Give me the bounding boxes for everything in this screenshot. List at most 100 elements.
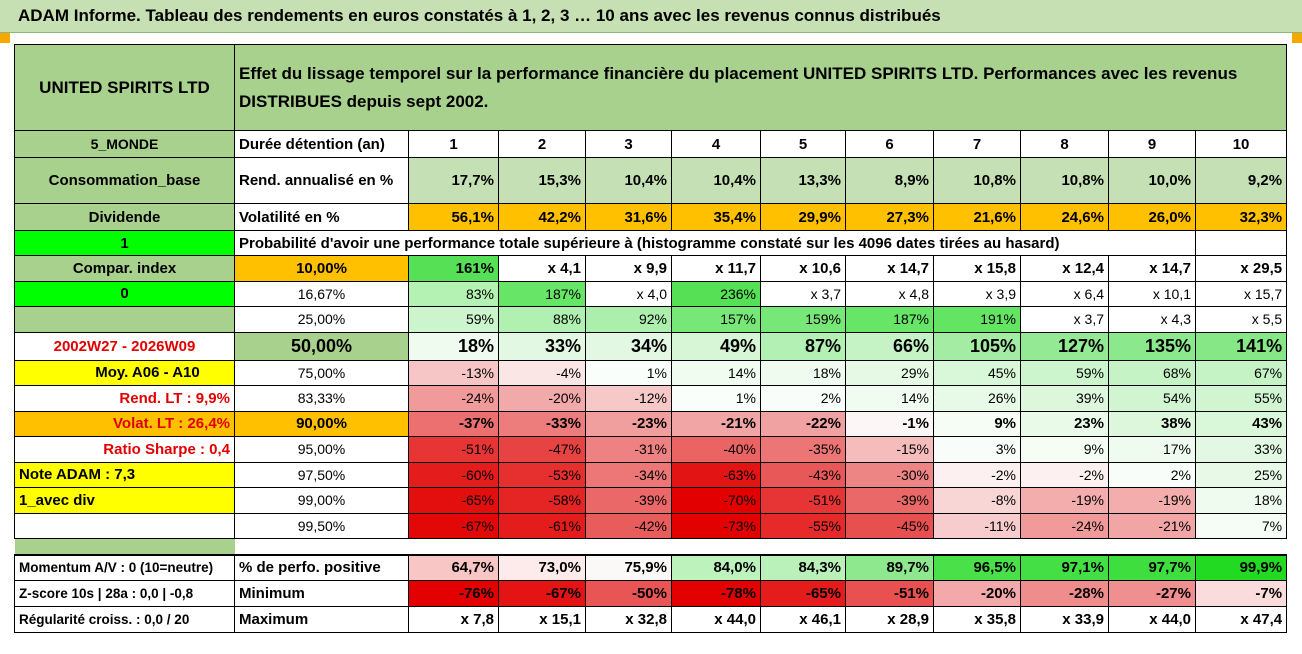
probability-cell-1-10: x 29,5	[1194, 255, 1288, 282]
volatility-6: 27,3%	[845, 203, 934, 231]
probability-cell-4-4: 49%	[671, 331, 761, 361]
probability-cell-10-4: -70%	[671, 487, 761, 514]
positive-perf-2: 73,0%	[498, 553, 586, 581]
positive-perf-4: 84,0%	[671, 553, 761, 581]
duration-9: 9	[1108, 130, 1196, 158]
probability-cell-11-6: -45%	[845, 512, 934, 539]
corner-marker-left	[0, 33, 10, 43]
probability-cell-10-1: -65%	[408, 487, 499, 514]
probability-cell-10-10: 18%	[1194, 487, 1288, 514]
probability-cell-3-1: 59%	[408, 306, 499, 333]
probability-cell-8-3: -31%	[585, 436, 672, 463]
probability-cell-6-9: 54%	[1108, 385, 1196, 412]
probability-cell-8-7: 3%	[933, 436, 1021, 463]
threshold-10: 99,00%	[234, 487, 409, 514]
probability-cell-11-8: -24%	[1020, 512, 1109, 539]
probability-cell-4-1: 18%	[408, 331, 499, 361]
threshold-8: 95,00%	[234, 436, 409, 463]
probability-cell-7-4: -21%	[671, 410, 761, 437]
annual-return-label: Rend. annualisé en %	[234, 157, 409, 204]
probability-row-6: Rend. LT : 9,9% 83,33% -24% -20% -12% 1% 2% 14%…	[14, 385, 1288, 412]
bottom-row-2: Z-score 10s | 28a : 0,0 | -0,8 Minimum -76…	[14, 580, 1288, 607]
positive-perf-3: 75,9%	[585, 553, 672, 581]
threshold-1: 10,00%	[234, 255, 409, 282]
volatility-4: 35,4%	[671, 203, 761, 231]
probability-cell-3-10: x 5,5	[1194, 306, 1288, 333]
spacer-fill	[234, 538, 1287, 555]
probability-row-5: Moy. A06 - A10 75,00% -13% -4% 1% 14% 18% 29% 45…	[14, 359, 1288, 386]
maximum-9: x 44,0	[1108, 606, 1196, 633]
probability-cell-3-9: x 4,3	[1108, 306, 1196, 333]
probability-row-11: 99,50% -67% -61% -42% -73% -55% -45% -11% -24% -2…	[14, 512, 1288, 539]
volatility-9: 26,0%	[1108, 203, 1196, 231]
corner-marker-right	[1292, 33, 1302, 43]
threshold-3: 25,00%	[234, 306, 409, 333]
volatility-2: 42,2%	[498, 203, 586, 231]
probability-cell-5-10: 67%	[1194, 359, 1288, 386]
probability-cell-1-5: x 10,6	[760, 255, 846, 282]
maximum-10: x 47,4	[1194, 606, 1288, 633]
probability-cell-7-7: 9%	[933, 410, 1021, 437]
description-line-2: DISTRIBUES depuis sept 2002.	[239, 91, 489, 111]
compar-index-label: Compar. index	[14, 255, 235, 282]
duration-10: 10	[1194, 130, 1288, 158]
maximum-4: x 44,0	[671, 606, 761, 633]
probability-cell-8-8: 9%	[1020, 436, 1109, 463]
annual-return-9: 10,0%	[1108, 157, 1196, 204]
duration-row: 5_MONDE Durée détention (an) 1 2 3 4 5 6 7 8 9 10	[14, 130, 1288, 158]
volatility-3: 31,6%	[585, 203, 672, 231]
duration-3: 3	[585, 130, 672, 158]
probability-row-9: Note ADAM : 7,3 97,50% -60% -53% -34% -63% -43…	[14, 461, 1288, 488]
positive-perf-1: 64,7%	[408, 553, 499, 581]
positive-perf-5: 84,3%	[760, 553, 846, 581]
probability-cell-3-7: 191%	[933, 306, 1021, 333]
header-row: UNITED SPIRITS LTD Effet du lissage temp…	[14, 44, 1288, 131]
threshold-7: 90,00%	[234, 410, 409, 437]
moy-label: Moy. A06 - A10	[14, 359, 235, 386]
probability-cell-4-9: 135%	[1108, 331, 1196, 361]
probability-row-7: Volat. LT : 26,4% 90,00% -37% -33% -23% -21% -…	[14, 410, 1288, 437]
probability-cell-8-1: -51%	[408, 436, 499, 463]
duration-8: 8	[1020, 130, 1109, 158]
compar-index-value: 0	[14, 280, 235, 307]
probability-row-10: 1_avec div 99,00% -65% -58% -39% -70% -51% -39%…	[14, 487, 1288, 514]
volatility-10: 32,3%	[1194, 203, 1288, 231]
probability-cell-1-9: x 14,7	[1108, 255, 1196, 282]
probability-cell-6-4: 1%	[671, 385, 761, 412]
volatility-7: 21,6%	[933, 203, 1021, 231]
probability-cell-9-7: -2%	[933, 461, 1021, 488]
probability-cell-11-2: -61%	[498, 512, 586, 539]
probability-cell-6-3: -12%	[585, 385, 672, 412]
probability-cell-7-5: -22%	[760, 410, 846, 437]
probability-cell-9-9: 2%	[1108, 461, 1196, 488]
probability-cell-6-7: 26%	[933, 385, 1021, 412]
probability-cell-3-5: 159%	[760, 306, 846, 333]
company-name: UNITED SPIRITS LTD	[14, 44, 235, 131]
minimum-5: -65%	[760, 580, 846, 607]
duration-7: 7	[933, 130, 1021, 158]
probability-cell-1-7: x 15,8	[933, 255, 1021, 282]
probability-cell-2-1: 83%	[408, 280, 499, 307]
blank-left-2	[14, 512, 235, 539]
probability-cell-4-10: 141%	[1194, 331, 1288, 361]
blank-left-1	[14, 306, 235, 333]
probability-cell-2-7: x 3,9	[933, 280, 1021, 307]
probability-header-row: 1 Probabilité d'avoir une performance to…	[14, 230, 1288, 256]
positive-perf-10: 99,9%	[1194, 553, 1288, 581]
minimum-8: -28%	[1020, 580, 1109, 607]
annual-return-7: 10,8%	[933, 157, 1021, 204]
annual-return-6: 8,9%	[845, 157, 934, 204]
momentum-label: Momentum A/V : 0 (10=neutre)	[14, 553, 235, 581]
probability-cell-8-10: 33%	[1194, 436, 1288, 463]
minimum-1: -76%	[408, 580, 499, 607]
positive-label: % de perfo. positive	[234, 553, 409, 581]
report-banner: ADAM Informe. Tableau des rendements en …	[0, 0, 1302, 33]
probability-cell-4-7: 105%	[933, 331, 1021, 361]
probability-cell-9-3: -34%	[585, 461, 672, 488]
probability-cell-7-6: -1%	[845, 410, 934, 437]
maximum-7: x 35,8	[933, 606, 1021, 633]
duration-1: 1	[408, 130, 499, 158]
minimum-label: Minimum	[234, 580, 409, 607]
minimum-6: -51%	[845, 580, 934, 607]
probability-cell-11-10: 7%	[1194, 512, 1288, 539]
